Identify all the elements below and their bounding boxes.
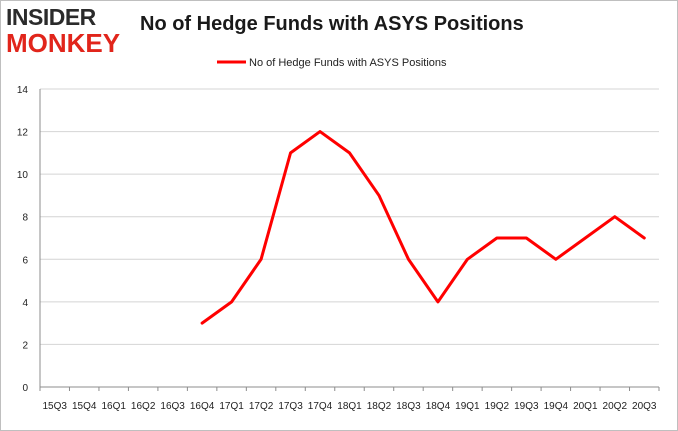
series-line: [200, 130, 646, 325]
y-tick-label: 8: [22, 213, 28, 224]
x-tick-label: 20Q3: [632, 401, 657, 412]
y-tick-label: 0: [22, 383, 28, 394]
y-tick-label: 14: [17, 85, 29, 96]
x-tick-label: 18Q2: [367, 401, 392, 412]
chart-title: No of Hedge Funds with ASYS Positions: [140, 13, 524, 35]
y-tick-label: 2: [22, 340, 28, 351]
x-tick-label: 17Q4: [308, 401, 333, 412]
x-tick-label: 16Q2: [131, 401, 156, 412]
logo-line-2: MONKEY: [6, 28, 121, 58]
x-tick-label: 17Q2: [249, 401, 274, 412]
logo-line-1: INSIDER: [6, 4, 96, 30]
x-tick-label: 17Q1: [219, 401, 244, 412]
x-tick-label: 16Q4: [190, 401, 215, 412]
y-tick-label: 10: [17, 170, 29, 181]
legend-label: No of Hedge Funds with ASYS Positions: [249, 57, 447, 69]
x-tick-label: 18Q4: [426, 401, 451, 412]
insider-monkey-logo: INSIDER MONKEY: [6, 4, 126, 58]
x-tick-label: 20Q2: [603, 401, 628, 412]
x-tick-label: 15Q4: [72, 401, 97, 412]
x-tick-label: 20Q1: [573, 401, 598, 412]
x-tick-label: 19Q3: [514, 401, 539, 412]
y-tick-label: 4: [22, 298, 28, 309]
x-tick-label: 19Q2: [485, 401, 510, 412]
x-tick-label: 17Q3: [278, 401, 303, 412]
x-tick-label: 19Q1: [455, 401, 480, 412]
x-tick-label: 16Q1: [101, 401, 126, 412]
x-tick-label: 18Q3: [396, 401, 421, 412]
x-tick-label: 16Q3: [160, 401, 185, 412]
x-tick-label: 15Q3: [43, 401, 68, 412]
x-tick-label: 19Q4: [544, 401, 569, 412]
x-tick-label: 18Q1: [337, 401, 362, 412]
y-tick-label: 6: [22, 255, 28, 266]
y-tick-label: 12: [17, 128, 29, 139]
